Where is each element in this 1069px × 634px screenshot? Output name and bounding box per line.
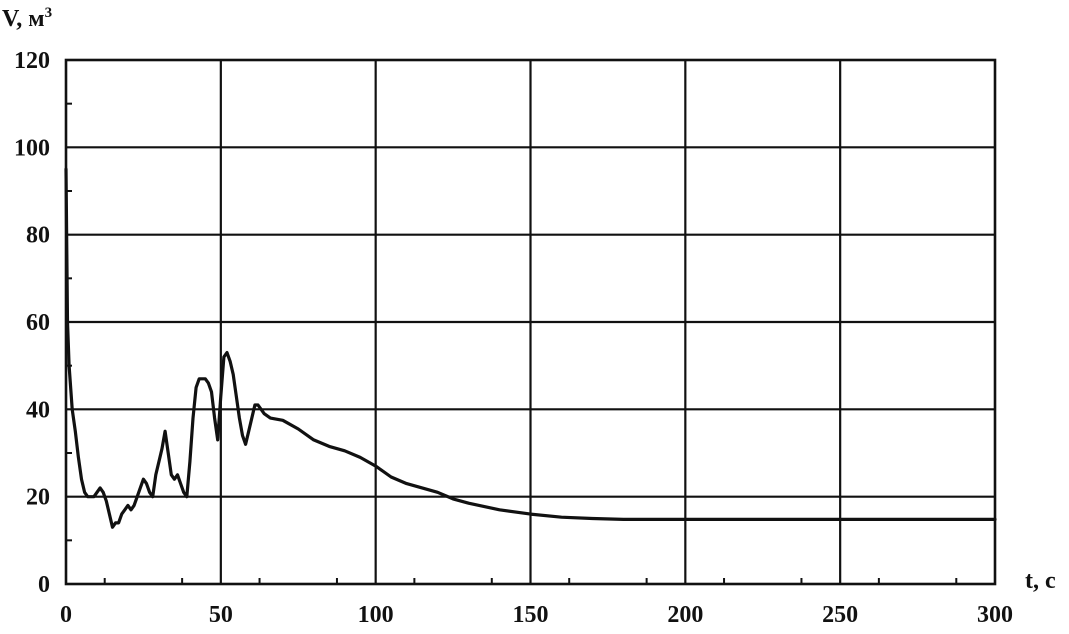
- y-axis-title: V, м3: [2, 5, 52, 32]
- y-tick-label: 100: [14, 135, 50, 161]
- x-tick-label: 300: [977, 602, 1013, 628]
- series-line: [64, 167, 997, 529]
- y-tick-labels: 0 20 40 60 80 100 120: [14, 48, 50, 598]
- y-axis-title-superscript: 3: [45, 5, 53, 21]
- x-tick-label: 50: [209, 602, 233, 628]
- x-tick-label: 100: [358, 602, 394, 628]
- grid-lines: [66, 60, 995, 584]
- y-tick-label: 60: [26, 310, 50, 336]
- x-tick-label: 250: [822, 602, 858, 628]
- y-axis-title-text: V, м: [2, 6, 45, 32]
- x-tick-label: 0: [60, 602, 72, 628]
- x-tick-label: 200: [667, 602, 703, 628]
- x-tick-label: 150: [513, 602, 549, 628]
- y-tick-label: 40: [26, 397, 50, 423]
- y-tick-label: 20: [26, 485, 50, 511]
- y-tick-label: 80: [26, 223, 50, 249]
- y-tick-label: 120: [14, 48, 50, 74]
- series-layer: [64, 167, 997, 529]
- x-axis-title: t, c: [1025, 568, 1056, 594]
- x-tick-labels: 0 50 100 150 200 250 300: [60, 602, 1013, 628]
- y-tick-label: 0: [38, 572, 50, 598]
